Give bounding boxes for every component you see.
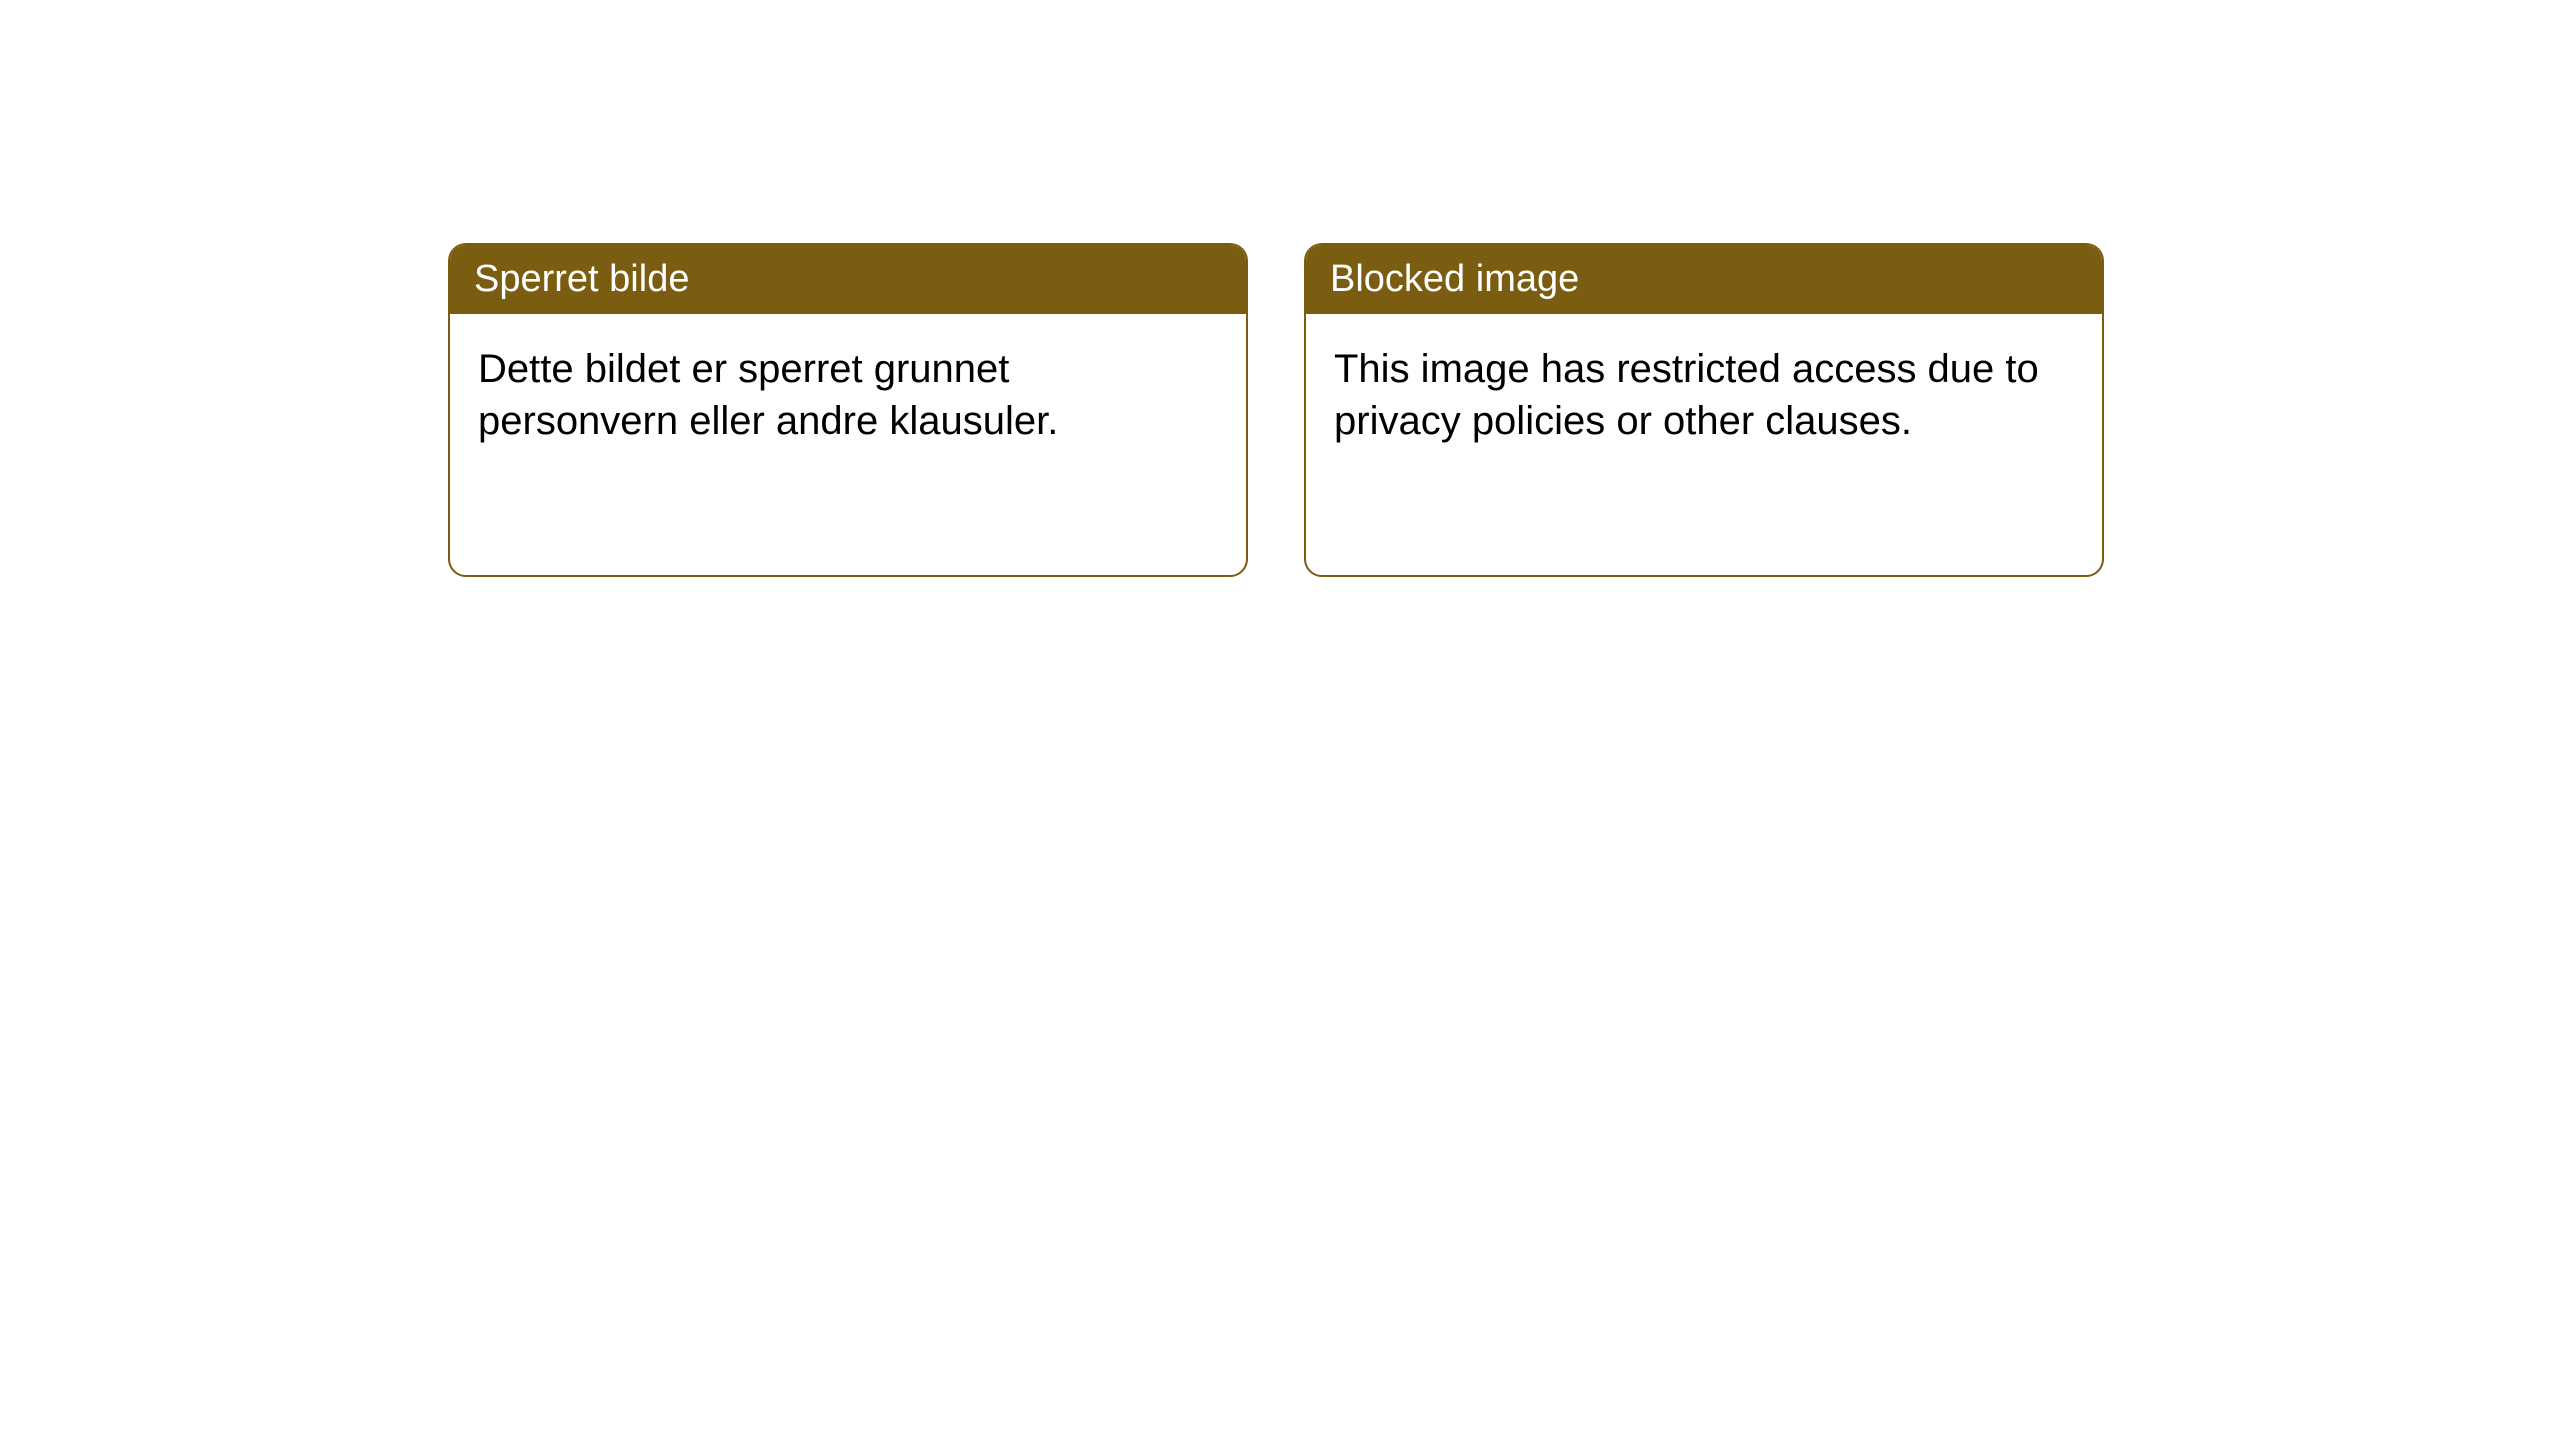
notice-header: Blocked image — [1306, 245, 2102, 314]
notice-title: Blocked image — [1330, 258, 1579, 300]
notice-message: Dette bildet er sperret grunnet personve… — [478, 347, 1058, 442]
notice-message: This image has restricted access due to … — [1334, 347, 2039, 442]
notice-body: Dette bildet er sperret grunnet personve… — [450, 314, 1246, 476]
notice-body: This image has restricted access due to … — [1306, 314, 2102, 476]
notice-header: Sperret bilde — [450, 245, 1246, 314]
notice-card-norwegian: Sperret bilde Dette bildet er sperret gr… — [448, 243, 1248, 577]
notice-container: Sperret bilde Dette bildet er sperret gr… — [0, 0, 2560, 577]
notice-card-english: Blocked image This image has restricted … — [1304, 243, 2104, 577]
notice-title: Sperret bilde — [474, 258, 689, 300]
